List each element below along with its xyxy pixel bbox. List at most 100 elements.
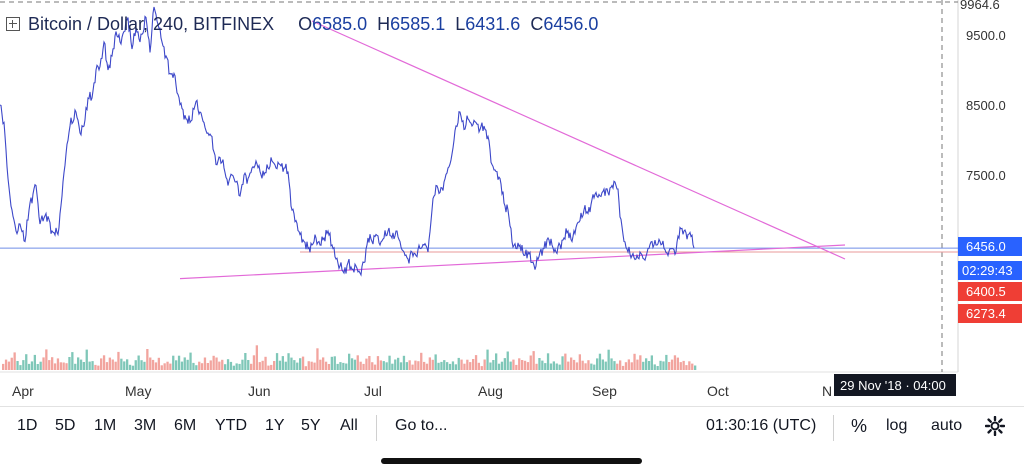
percent-scale-button[interactable]: % xyxy=(851,416,868,436)
volume-bar xyxy=(434,354,437,370)
trendline[interactable] xyxy=(179,244,846,280)
volume-bar xyxy=(261,360,264,370)
volume-bar xyxy=(339,362,342,370)
range-6m-button[interactable]: 6M xyxy=(174,417,197,434)
volume-bar xyxy=(218,361,221,370)
volume-bar xyxy=(454,364,457,370)
volume-bar xyxy=(477,362,480,370)
volume-bar xyxy=(128,364,132,370)
countdown-tag xyxy=(958,261,1022,280)
volume-bar xyxy=(457,357,460,370)
volume-bar xyxy=(53,363,57,370)
volume-bar xyxy=(630,362,633,370)
volume-bar xyxy=(365,358,368,370)
time-axis[interactable]: Apr May Jun Jul Aug Sep Oct N xyxy=(12,383,832,399)
range-5d-button[interactable]: 5D xyxy=(55,417,76,434)
low-value: 6431.6 xyxy=(465,13,521,34)
volume-bar xyxy=(304,366,307,370)
volume-bar xyxy=(665,354,668,370)
volume-bar xyxy=(515,364,518,370)
volume-bar xyxy=(420,352,423,370)
volume-bar xyxy=(10,357,13,370)
volume-bar xyxy=(469,362,472,370)
volume-bar xyxy=(613,361,616,370)
volume-bar xyxy=(342,362,345,370)
volume-bar xyxy=(336,363,339,370)
collapse-legend-icon[interactable] xyxy=(6,17,20,31)
volume-bar xyxy=(532,351,535,370)
volume-bar xyxy=(639,355,642,370)
volume-bar xyxy=(619,360,622,370)
range-all-button[interactable]: All xyxy=(340,417,358,434)
volume-bar xyxy=(88,361,91,370)
volume-bar xyxy=(575,362,579,370)
volume-bar xyxy=(169,363,172,370)
volume-bar xyxy=(19,365,22,370)
volume-bar xyxy=(316,348,319,370)
volume-bar xyxy=(411,364,414,370)
goto-button[interactable]: Go to... xyxy=(395,417,448,434)
price-chart[interactable]: 9964.6 9500.0 8500.0 7500.0 6456.0 02:29… xyxy=(0,0,1024,406)
time-axis-label: Aug xyxy=(478,383,503,399)
range-5y-button[interactable]: 5Y xyxy=(301,417,321,434)
symbol-title[interactable]: Bitcoin / Dollar, 240, BITFINEX xyxy=(28,13,275,34)
time-axis-label: Apr xyxy=(12,383,34,399)
range-1d-button[interactable]: 1D xyxy=(17,417,38,434)
volume-bar xyxy=(232,365,235,370)
volume-bar xyxy=(694,365,697,370)
volume-bar xyxy=(36,364,39,370)
auto-scale-button[interactable]: auto xyxy=(931,417,963,434)
volume-bar xyxy=(229,361,233,370)
volume-bar xyxy=(299,358,302,370)
range-1y-button[interactable]: 1Y xyxy=(265,417,285,434)
volume-bar xyxy=(673,355,677,370)
volume-bar xyxy=(607,349,610,370)
volume-bar xyxy=(27,363,31,370)
volume-bar xyxy=(382,361,385,370)
volume-bar xyxy=(425,363,429,370)
volume-bar xyxy=(177,355,181,370)
volume-bar xyxy=(495,353,498,370)
volume-bar xyxy=(489,362,492,370)
volume-bar xyxy=(388,355,391,370)
volume-bar xyxy=(604,361,607,370)
volume-bar xyxy=(645,358,648,370)
volume-bar xyxy=(65,363,68,370)
volume-bar xyxy=(290,357,293,370)
trendlines[interactable] xyxy=(179,20,846,280)
price-axis[interactable]: 9964.6 9500.0 8500.0 7500.0 xyxy=(960,0,1006,183)
volume-bar xyxy=(238,363,241,370)
volume-bar xyxy=(544,363,547,370)
volume-bar xyxy=(480,366,483,370)
volume-bars xyxy=(2,345,697,370)
volume-bar xyxy=(62,362,65,370)
volume-bar xyxy=(105,362,109,370)
volume-bar xyxy=(192,362,195,370)
volume-bar xyxy=(33,354,36,370)
volume-bar xyxy=(373,364,377,370)
volume-bar xyxy=(405,362,408,370)
volume-bar xyxy=(252,355,256,370)
range-ytd-button[interactable]: YTD xyxy=(215,417,247,434)
volume-bar xyxy=(642,361,645,370)
close-value: 6456.0 xyxy=(543,13,599,34)
volume-bar xyxy=(247,360,250,370)
range-3m-button[interactable]: 3M xyxy=(134,417,157,434)
volume-bar xyxy=(676,357,679,370)
log-scale-button[interactable]: log xyxy=(886,417,908,434)
settings-gear-icon[interactable] xyxy=(985,416,1005,436)
volume-bar xyxy=(117,351,120,370)
volume-bar xyxy=(662,361,665,370)
volume-bar xyxy=(56,358,60,370)
volume-bar xyxy=(362,363,365,370)
last-price-tag xyxy=(958,237,1022,256)
volume-bar xyxy=(578,354,581,370)
trendline[interactable] xyxy=(311,20,846,260)
range-1m-button[interactable]: 1M xyxy=(94,417,117,434)
volume-bar xyxy=(616,363,619,370)
volume-bar xyxy=(486,349,489,370)
volume-bar xyxy=(244,353,247,370)
volume-bar xyxy=(509,361,512,370)
volume-bar xyxy=(273,361,276,370)
utc-clock[interactable]: 01:30:16 (UTC) xyxy=(706,417,817,434)
